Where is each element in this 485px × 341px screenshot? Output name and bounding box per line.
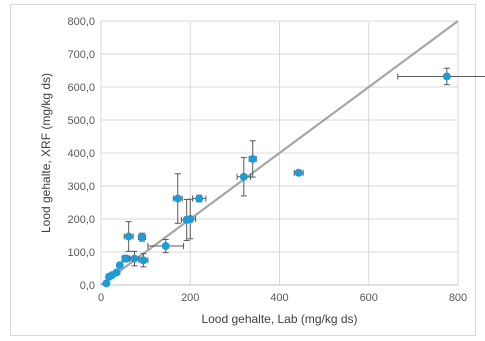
- data-point: [130, 254, 139, 263]
- y-tick-label: 500,0: [67, 115, 95, 127]
- error-bar: [397, 67, 485, 86]
- data-point: [115, 261, 124, 270]
- data-point: [112, 268, 121, 277]
- y-tick-label: 800,0: [67, 16, 95, 28]
- chart-frame: [10, 4, 476, 336]
- data-point: [248, 154, 257, 163]
- y-tick-label: 200,0: [67, 214, 95, 226]
- error-bars: [103, 67, 485, 287]
- data-point: [102, 279, 111, 288]
- data-point: [139, 256, 148, 265]
- y-tick-label: 100,0: [67, 247, 95, 259]
- x-tick-label: 400: [270, 292, 288, 304]
- data-point: [121, 254, 130, 263]
- data-point: [186, 215, 195, 223]
- y-tick-label: 300,0: [67, 181, 95, 193]
- data-points: [102, 72, 451, 288]
- data-point: [239, 172, 248, 181]
- y-tick-label: 400,0: [67, 148, 95, 160]
- x-axis-title: Lood gehalte, Lab (mg/kg ds): [201, 312, 357, 326]
- y-tick-label: 700,0: [67, 49, 95, 61]
- x-tick-label: 200: [181, 292, 199, 304]
- axes: [100, 21, 458, 286]
- x-tick-label: 0: [98, 292, 104, 304]
- y-tick-label: 0,0: [80, 280, 95, 292]
- y-tick-labels: 0,0 100,0 200,0 300,0 400,0 500,0 600,0 700,0 80…: [67, 16, 95, 292]
- data-point: [161, 242, 170, 251]
- y-tick-label: 600,0: [67, 82, 95, 94]
- data-point: [294, 168, 303, 177]
- y-axis-title: Lood gehalte, XRF (mg/kg ds): [39, 73, 53, 233]
- data-point: [138, 233, 147, 242]
- x-tick-labels: 0 200 400 600 800: [98, 292, 467, 304]
- x-tick-label: 600: [360, 292, 378, 304]
- data-point: [173, 194, 182, 203]
- x-tick-label: 800: [449, 292, 467, 304]
- reference-line: [100, 20, 459, 286]
- data-point: [442, 72, 451, 81]
- data-point: [124, 232, 133, 241]
- reference-line-group: [100, 20, 459, 286]
- data-point: [195, 194, 204, 203]
